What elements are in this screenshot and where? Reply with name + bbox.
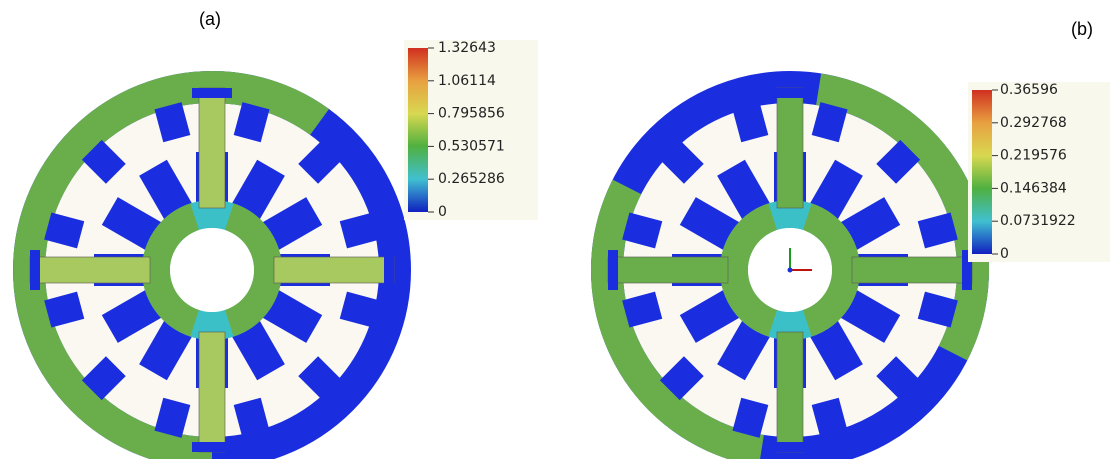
pole-arm bbox=[852, 257, 972, 283]
figure: (a) (b) 1.32643 1.06114 0.795856 0.530571 0.… bbox=[0, 0, 1118, 459]
pole-shoe bbox=[30, 250, 40, 290]
shaft-hole bbox=[170, 228, 254, 312]
pole-arm bbox=[199, 332, 225, 452]
colorbar-label: 0 bbox=[438, 204, 447, 220]
colorbar-label: 0.36596 bbox=[1000, 82, 1058, 98]
colorbar-label: 1.32643 bbox=[438, 40, 496, 56]
pole-shoe bbox=[192, 88, 232, 98]
colorbar-label: 0.0731922 bbox=[1000, 213, 1076, 229]
colorbar-label: 0.265286 bbox=[438, 171, 505, 187]
pole-arm bbox=[30, 257, 150, 283]
motor-cross-section bbox=[595, 75, 985, 459]
pole-arm bbox=[199, 88, 225, 208]
colorbar-label: 0.219576 bbox=[1000, 148, 1067, 164]
pole-arm bbox=[777, 88, 803, 208]
pole-arm bbox=[608, 257, 728, 283]
pole-shoe bbox=[384, 250, 394, 290]
axis-origin bbox=[788, 268, 793, 273]
pole-arm bbox=[777, 332, 803, 452]
page: (a) (b) 1.32643 1.06114 0.795856 0.530571 0.… bbox=[0, 0, 1118, 459]
pole-arm bbox=[274, 257, 394, 283]
panel-label: (b) bbox=[1071, 19, 1093, 39]
pole-shoe bbox=[770, 88, 810, 98]
motor-cross-section bbox=[17, 75, 407, 459]
pole-shoe bbox=[192, 442, 232, 452]
colorbar-label: 0.795856 bbox=[438, 106, 505, 122]
colorbar-label: 0 bbox=[1000, 246, 1009, 262]
colorbar bbox=[972, 90, 992, 254]
panel-label: (a) bbox=[199, 9, 221, 29]
pole-shoe bbox=[608, 250, 618, 290]
colorbar bbox=[408, 48, 428, 212]
colorbar-label: 0.146384 bbox=[1000, 180, 1067, 196]
colorbar-label: 1.06114 bbox=[438, 73, 496, 89]
pole-shoe bbox=[770, 442, 810, 452]
colorbar-label: 0.530571 bbox=[438, 138, 505, 154]
colorbar-label: 0.292768 bbox=[1000, 115, 1067, 131]
